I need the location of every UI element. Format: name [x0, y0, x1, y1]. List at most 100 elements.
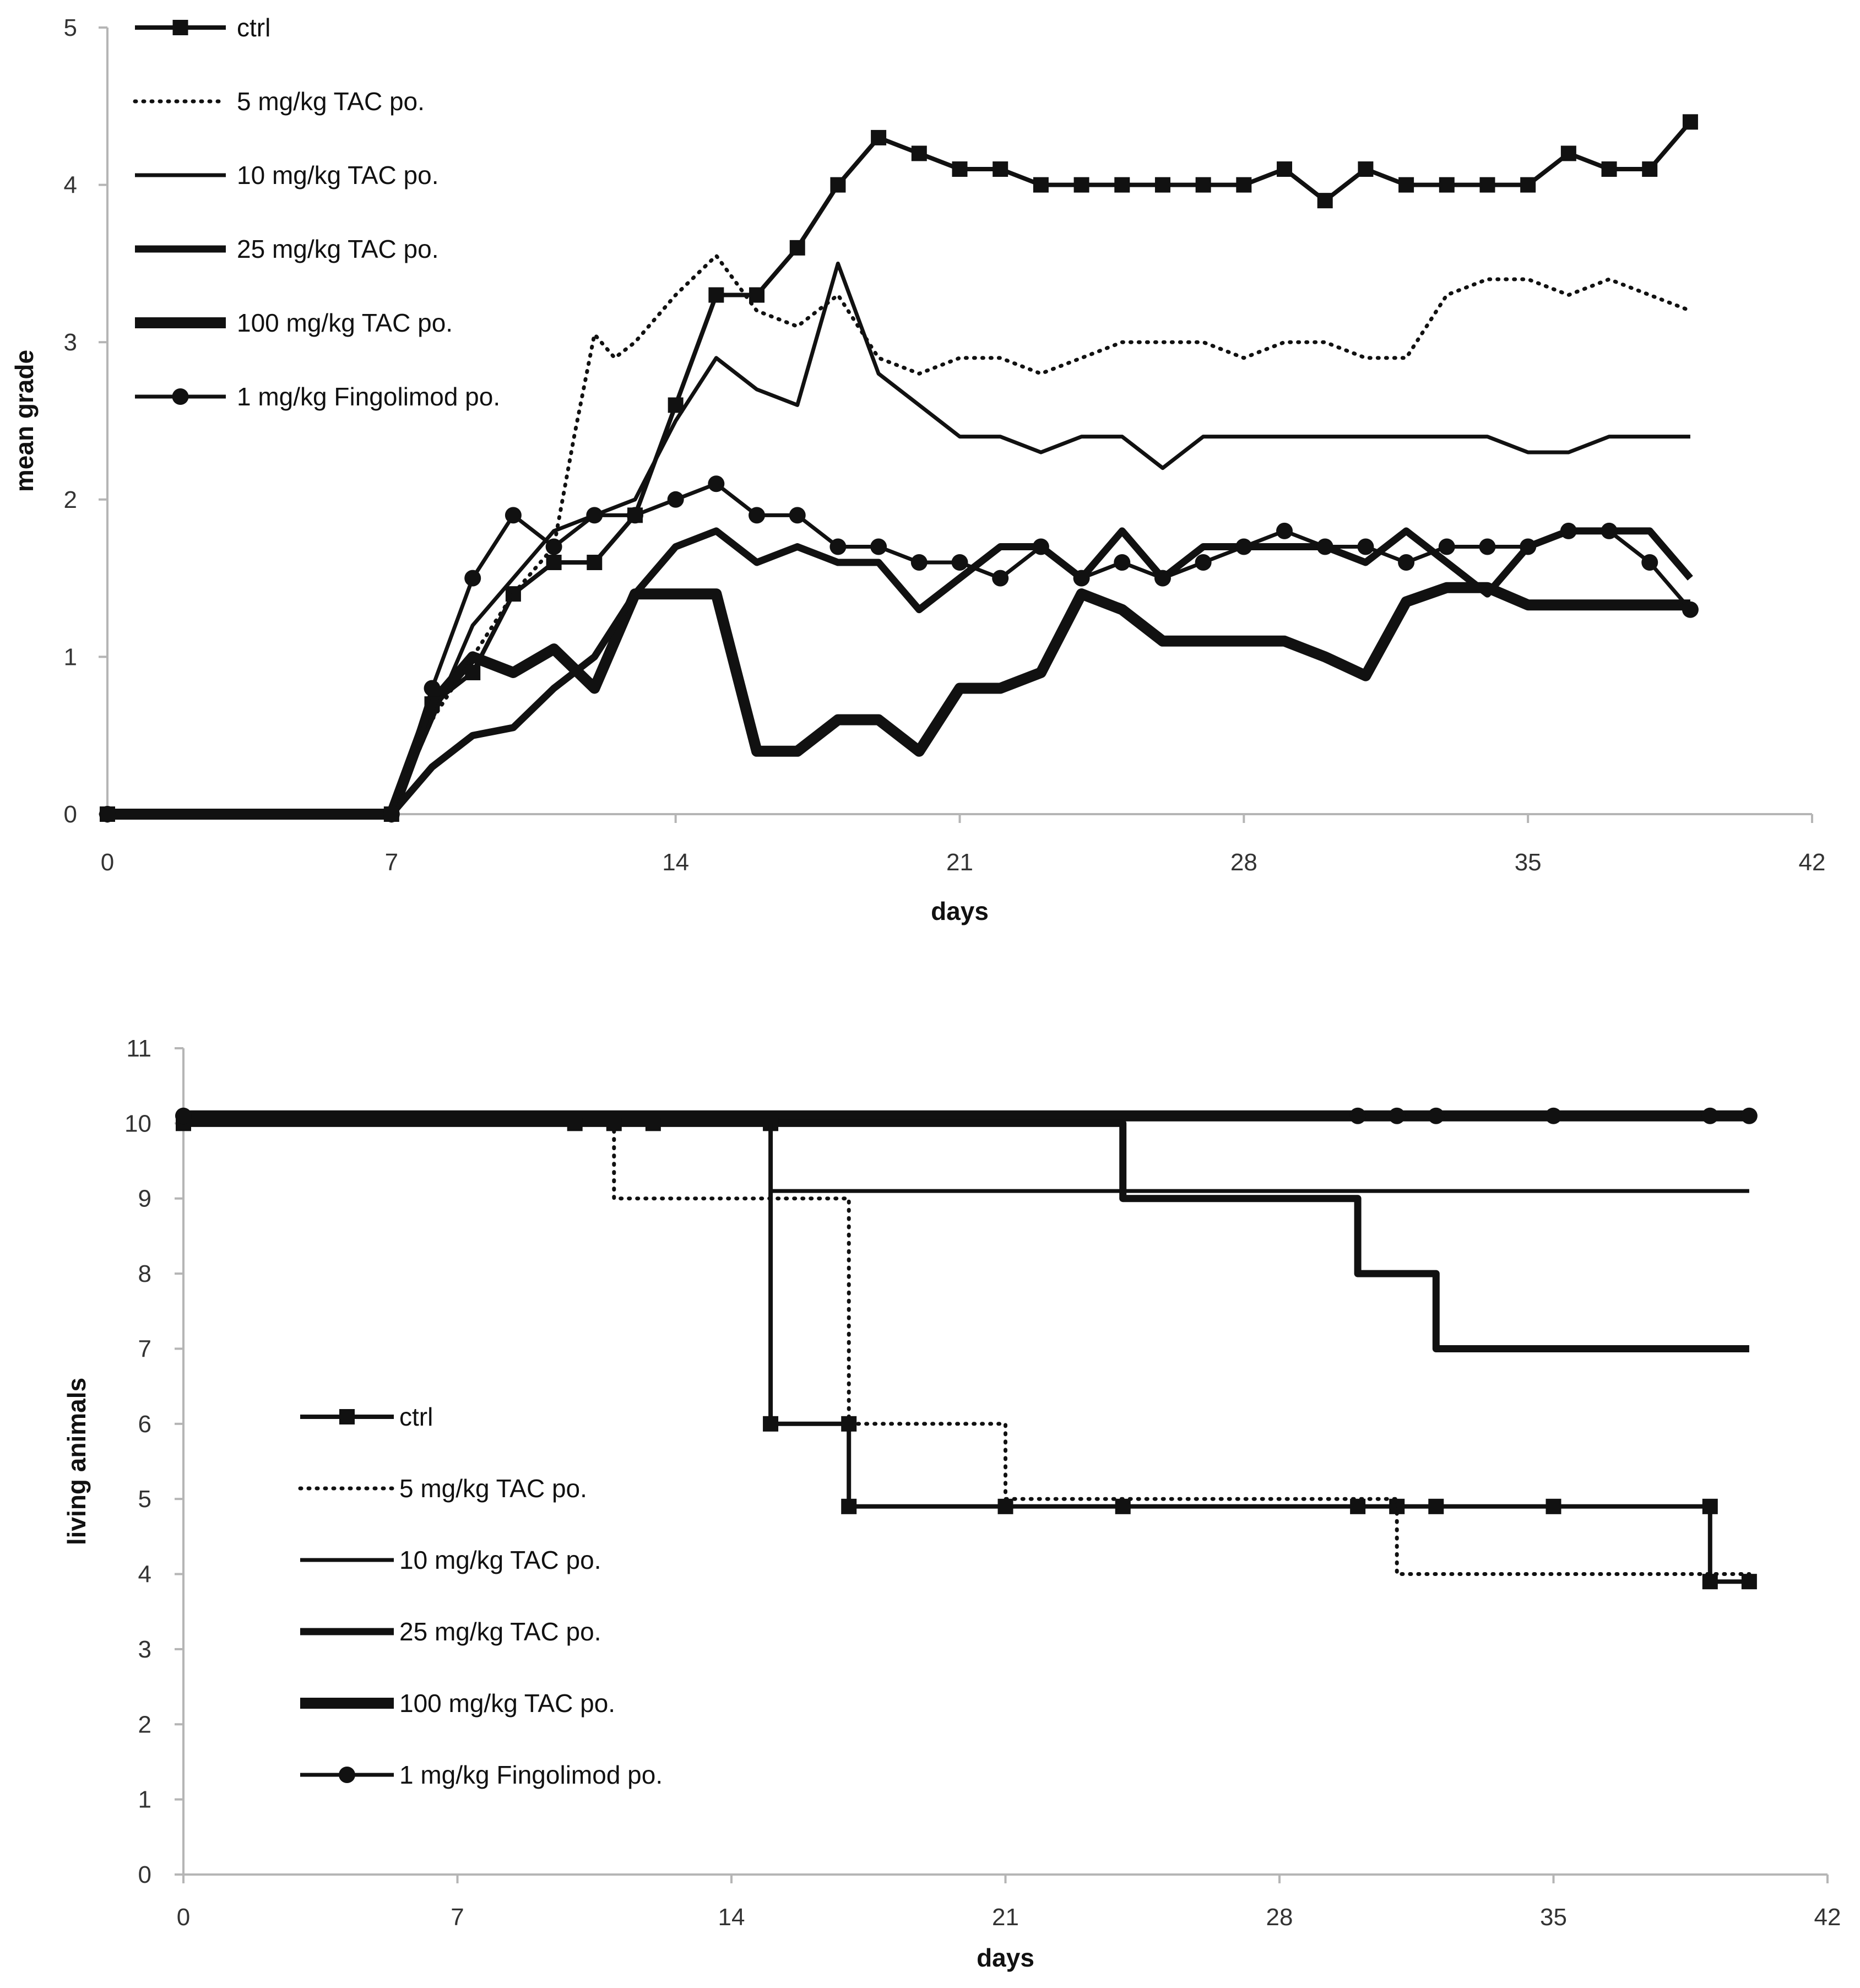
data-point	[1398, 177, 1414, 193]
data-point	[175, 1107, 192, 1124]
data-point	[1428, 1107, 1445, 1124]
x-tick-label: 35	[1540, 1904, 1567, 1931]
legend-label: ctrl	[399, 1402, 433, 1431]
data-point	[1317, 193, 1333, 209]
data-point	[546, 555, 562, 571]
x-tick-label: 28	[1230, 849, 1257, 876]
y-tick-label: 10	[124, 1110, 151, 1137]
data-point	[1601, 522, 1618, 539]
data-point	[1235, 538, 1252, 555]
x-tick-label: 21	[992, 1904, 1019, 1931]
data-point	[829, 538, 847, 555]
y-tick-label: 4	[64, 172, 77, 199]
data-point	[383, 806, 400, 822]
data-point	[1154, 570, 1171, 587]
data-point	[1236, 177, 1252, 193]
y-axis-label: mean grade	[10, 350, 39, 492]
y-tick-label: 5	[64, 14, 77, 41]
y-tick-label: 3	[64, 329, 77, 356]
series-25-mg-kg-tac-po	[183, 1119, 1749, 1352]
data-point	[1702, 1574, 1718, 1590]
chart-mean-grade: 0 7 14 21 28 35 42 0 1 2 3 4 5 days mean grade ctrl 5 mg…	[10, 13, 1825, 925]
data-point	[1641, 554, 1658, 571]
x-axis-label: days	[977, 1943, 1034, 1972]
data-point	[99, 806, 116, 822]
data-point	[789, 240, 805, 256]
legend-item-25-mg-kg-tac-po: 25 mg/kg TAC po.	[300, 1617, 601, 1646]
data-point	[1277, 161, 1293, 177]
series-25-mg-kg-tac-po	[107, 527, 1693, 818]
legend-marker	[339, 1767, 355, 1783]
data-point	[1073, 570, 1090, 587]
data-point	[1682, 114, 1698, 130]
x-tick-label: 7	[451, 1904, 464, 1931]
legend-label: 10 mg/kg TAC po.	[399, 1546, 601, 1574]
data-point	[1479, 538, 1496, 555]
data-point	[1114, 177, 1130, 193]
series-1-mg-kg-fingolimod-po	[175, 1107, 1758, 1124]
data-point	[1154, 177, 1170, 193]
data-point	[952, 161, 968, 177]
data-point	[1479, 177, 1495, 193]
legend-label: 1 mg/kg Fingolimod po.	[399, 1761, 663, 1789]
series-line	[107, 120, 1692, 816]
data-point	[870, 538, 887, 555]
series-5-mg-kg-tac-po	[181, 1121, 1751, 1576]
series-line	[107, 481, 1692, 816]
data-point	[910, 554, 928, 571]
x-axis-label: days	[931, 897, 989, 925]
legend-item-1-mg-kg-fingolimod-po: 1 mg/kg Fingolimod po.	[135, 382, 500, 411]
x-tick-label: 28	[1266, 1904, 1293, 1931]
data-point	[1195, 177, 1211, 193]
y-tick-label: 1	[138, 1786, 151, 1813]
data-point	[993, 161, 1008, 177]
x-tick-label: 0	[101, 849, 114, 876]
data-point	[749, 507, 766, 524]
data-point	[708, 475, 725, 492]
y-tick-label: 8	[138, 1260, 151, 1287]
data-point	[1741, 1574, 1757, 1590]
legend: ctrl 5 mg/kg TAC po. 10 mg/kg TAC po. 25 mg…	[133, 13, 500, 411]
data-point	[1032, 538, 1049, 555]
legend: ctrl 5 mg/kg TAC po. 10 mg/kg TAC po. 25 mg…	[298, 1402, 663, 1789]
data-point	[424, 680, 441, 697]
legend-marker	[339, 1409, 355, 1424]
data-point	[830, 177, 846, 193]
data-point	[1682, 601, 1699, 618]
legend-item-100-mg-kg-tac-po: 100 mg/kg TAC po.	[300, 1689, 615, 1718]
series-line	[181, 1121, 1751, 1576]
y-tick-label: 0	[64, 801, 77, 828]
legend-label: 100 mg/kg TAC po.	[237, 308, 453, 337]
data-point	[1560, 145, 1576, 161]
data-point	[587, 555, 603, 571]
y-tick-label: 2	[138, 1711, 151, 1738]
data-point	[708, 287, 724, 303]
series-100-mg-kg-tac-po	[107, 582, 1690, 820]
y-tick-label: 7	[138, 1335, 151, 1362]
data-point	[1398, 554, 1415, 571]
legend-item-5-mg-kg-tac-po: 5 mg/kg TAC po.	[298, 1474, 587, 1503]
data-point	[1033, 177, 1049, 193]
x-tick-label: 21	[946, 849, 973, 876]
data-point	[1114, 554, 1131, 571]
data-point	[465, 664, 481, 680]
data-point	[763, 1416, 779, 1432]
legend-label: 1 mg/kg Fingolimod po.	[237, 382, 500, 411]
data-point	[505, 507, 522, 524]
legend-label: 5 mg/kg TAC po.	[399, 1474, 587, 1503]
legend-label: 25 mg/kg TAC po.	[237, 235, 438, 263]
series-ctrl	[176, 1115, 1757, 1590]
y-tick-label: 9	[138, 1185, 151, 1212]
data-point	[749, 287, 765, 303]
legend-label: 5 mg/kg TAC po.	[237, 87, 425, 116]
data-point	[586, 507, 603, 524]
x-tick-label: 42	[1799, 849, 1826, 876]
x-tick-label: 42	[1814, 1904, 1841, 1931]
series-ctrl	[100, 114, 1698, 822]
data-point	[1357, 538, 1374, 555]
x-tick-label: 7	[385, 849, 398, 876]
series-line	[107, 527, 1693, 818]
data-point	[1316, 538, 1333, 555]
data-point	[1389, 1107, 1406, 1124]
